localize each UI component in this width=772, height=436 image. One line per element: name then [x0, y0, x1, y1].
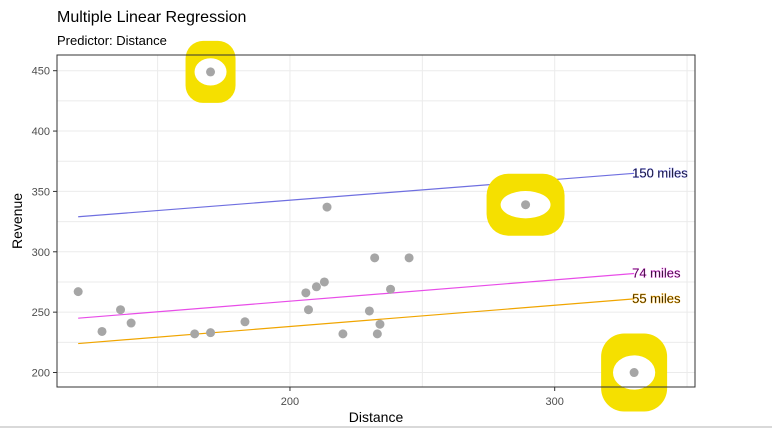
regression-line-74-miles [78, 272, 635, 319]
line-label-74-miles: 74 miles [632, 266, 681, 281]
x-tick-label: 200 [281, 396, 299, 408]
data-point [240, 317, 250, 327]
data-point [303, 305, 313, 315]
data-point [206, 328, 216, 338]
data-point [190, 329, 200, 339]
chart-title: Multiple Linear Regression [57, 9, 246, 26]
data-point [338, 329, 348, 339]
y-tick-label: 200 [32, 368, 50, 380]
y-tick-label: 400 [32, 126, 50, 138]
x-axis-label: Distance [349, 409, 404, 425]
data-point [97, 326, 107, 336]
data-point [404, 253, 414, 263]
data-point [116, 305, 126, 315]
y-axis-label: Revenue [9, 193, 25, 249]
y-tick-label: 250 [32, 307, 50, 319]
data-point [301, 288, 311, 298]
bottom-divider [0, 426, 772, 428]
y-tick-label: 450 [32, 66, 50, 78]
line-label-150-miles: 150 miles [632, 165, 688, 180]
x-tick-label: 300 [546, 396, 564, 408]
data-point [375, 319, 385, 329]
highlight-annotation [486, 173, 565, 236]
data-point [370, 253, 380, 263]
data-point [311, 282, 321, 292]
y-tick-label: 350 [32, 186, 50, 198]
line-label-55-miles: 55 miles [632, 291, 681, 306]
highlight-annotation [601, 333, 668, 412]
data-point [319, 277, 329, 287]
y-tick-label: 300 [32, 247, 50, 259]
panel-border [56, 54, 696, 388]
data-point [386, 284, 396, 294]
data-point [322, 202, 332, 212]
data-point [73, 287, 83, 297]
data-point [372, 329, 382, 339]
chart-subtitle: Predictor: Distance [57, 33, 167, 48]
regression-line-55-miles [78, 298, 635, 345]
data-point [126, 318, 136, 328]
highlight-annotation [185, 40, 236, 103]
data-point [364, 306, 374, 316]
